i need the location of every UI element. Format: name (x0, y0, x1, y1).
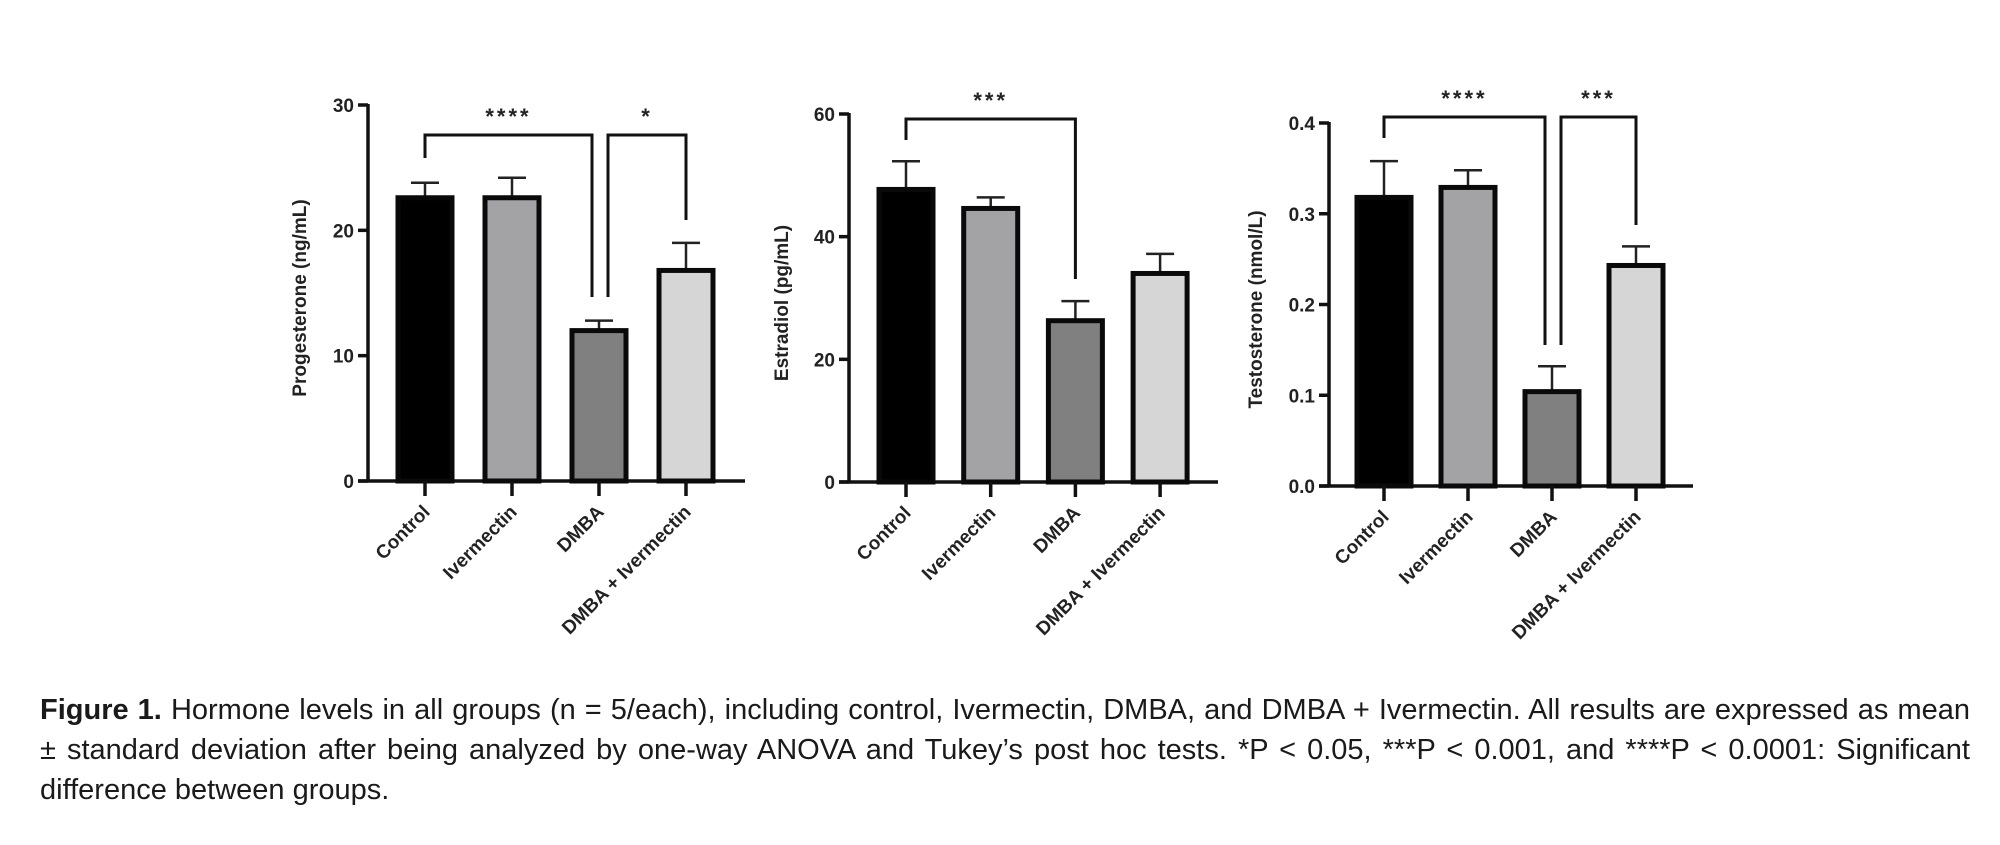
significance-bracket (1559, 115, 1638, 345)
bar-control (395, 195, 455, 484)
figure-caption: Figure 1. Hormone levels in all groups (… (40, 690, 1970, 810)
x-tick-label: Ivermectin (439, 502, 521, 584)
bar-control (876, 186, 936, 485)
y-tick-label: 0.3 (1289, 205, 1315, 226)
significance-label: **** (1441, 86, 1487, 111)
x-tick-label: DMBA (1506, 506, 1561, 561)
y-tick-label: 60 (814, 105, 835, 126)
y-tick-label: 40 (814, 228, 835, 249)
significance-bracket (606, 133, 688, 297)
y-tick-label: 20 (814, 350, 835, 371)
bar-ivermectin (961, 205, 1021, 485)
x-tick-label: Ivermectin (1395, 507, 1477, 589)
bar-dmba-ivermectin (1606, 262, 1666, 489)
significance-label: **** (485, 104, 531, 129)
significance-bracket (423, 133, 594, 297)
significance-bracket (1382, 115, 1547, 345)
y-tick-label: 30 (333, 96, 354, 117)
y-tick-label: 0.4 (1289, 114, 1316, 135)
y-tick-label: 0.0 (1289, 477, 1315, 498)
x-tick-label: Control (372, 502, 435, 565)
y-axis-title: Progesterone (ng/mL) (290, 199, 311, 396)
y-tick-label: 0 (824, 473, 835, 494)
bar-dmba (1045, 318, 1105, 485)
x-tick-label: DMBA (553, 501, 608, 556)
bar-ivermectin (482, 195, 542, 484)
x-tick-label: Control (1331, 507, 1394, 570)
x-tick-label: Ivermectin (918, 503, 1000, 585)
significance-bracket (904, 117, 1077, 279)
y-tick-label: 0.2 (1289, 296, 1315, 317)
bar-ivermectin (1438, 184, 1498, 489)
significance-label: *** (1581, 86, 1616, 111)
x-tick-label: DMBA (1030, 502, 1085, 557)
y-tick-label: 20 (333, 221, 354, 242)
bar-dmba-ivermectin (1130, 270, 1190, 485)
caption-label: Figure 1. (40, 694, 162, 726)
progesterone-chart: 0 10 20 30 Progesterone (ng/mL) Control Iverme… (290, 96, 745, 639)
significance-label: * (641, 104, 653, 129)
y-tick-label: 10 (333, 347, 354, 368)
y-tick-label: 0.1 (1289, 386, 1316, 407)
caption-text: Hormone levels in all groups (n = 5/each… (40, 694, 1970, 806)
y-axis-title: Testosterone (nmol/L) (1246, 210, 1267, 408)
x-tick-label: Control (853, 503, 916, 566)
testosterone-chart: 0.0 0.1 0.2 0.3 0.4 Testosterone (nmol/L) Cont… (1246, 86, 1693, 644)
bar-control (1354, 194, 1414, 489)
estradiol-chart: 0 20 40 60 Estradiol (pg/mL) Control Ivermecti… (772, 88, 1218, 640)
y-tick-label: 0 (343, 472, 354, 493)
bar-dmba (1522, 389, 1582, 489)
y-axis-title: Estradiol (pg/mL) (772, 225, 793, 381)
bar-dmba (569, 328, 629, 484)
bar-dmba-ivermectin (656, 267, 716, 484)
significance-label: *** (973, 88, 1008, 113)
